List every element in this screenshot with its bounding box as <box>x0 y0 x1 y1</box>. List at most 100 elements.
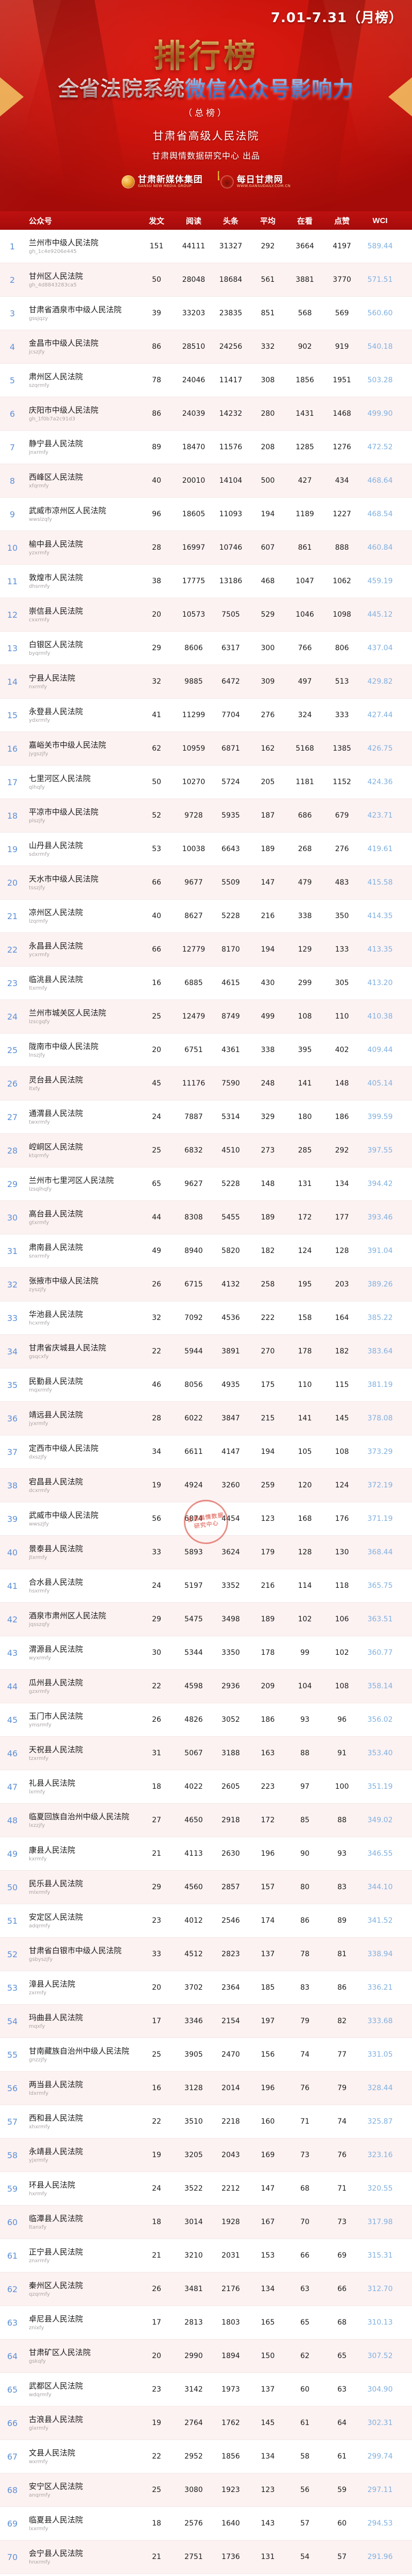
row-top: 2857 <box>221 1883 240 1891</box>
row-rank: 64 <box>7 2351 18 2361</box>
row-account-name: 灵台县人民法院 <box>29 1075 83 1084</box>
row-top: 7505 <box>221 611 240 619</box>
row-top: 3498 <box>221 1615 240 1623</box>
column-header-watching: 在看 <box>297 216 313 226</box>
row-account-name: 高台县人民法院 <box>29 1209 83 1218</box>
table-row: 22 永昌县人民法院 ycxrmfy 66 12779 8170 194 129 133 413.… <box>0 933 412 967</box>
row-posts: 49 <box>152 1247 161 1255</box>
logo-bar: 甘肃新媒体集团 GANSU NEW MEDIA GROUP 每日甘肃网 WWW.… <box>0 171 412 189</box>
row-rank: 23 <box>7 978 18 988</box>
row-rank: 25 <box>7 1045 18 1055</box>
row-account-cell: 安定区人民法院 adqrmfy <box>25 1913 138 1929</box>
table-row: 64 甘肃矿区人民法院 gskqfy 20 2990 1894 150 62 65 307.52 <box>0 2340 412 2373</box>
row-posts: 46 <box>152 1381 161 1389</box>
row-read: 6874 <box>184 1515 203 1523</box>
row-account-cell: 七里河区人民法院 qlhqfy <box>25 774 138 790</box>
row-account-name: 甘肃省酒泉市中级人民法院 <box>29 305 122 314</box>
row-account-id: hxrmfy <box>29 2191 47 2197</box>
row-posts: 25 <box>152 2486 161 2494</box>
row-likes: 130 <box>335 1548 349 1556</box>
row-watching: 54 <box>300 2553 310 2561</box>
row-likes: 59 <box>337 2486 347 2494</box>
row-account-id: ymsrmfy <box>29 1722 52 1728</box>
row-posts: 66 <box>152 945 161 954</box>
row-wci: 328.44 <box>367 2084 393 2092</box>
page-title: 全省法院系统微信公众号影响力 <box>0 72 412 102</box>
row-read: 10573 <box>182 611 205 619</box>
table-row: 11 敦煌市人民法院 dhsrmfy 38 17775 13186 468 1047 1062 4… <box>0 565 412 598</box>
row-account-name: 古浪县人民法院 <box>29 2415 83 2424</box>
row-account-id: gtxrmfy <box>29 1219 49 1226</box>
row-wci: 427.44 <box>367 711 393 719</box>
row-average: 169 <box>261 2151 275 2159</box>
row-rank: 56 <box>7 2083 18 2093</box>
row-account-id: gnzzjfy <box>29 2057 47 2063</box>
row-read: 4560 <box>184 1883 203 1891</box>
row-wci: 323.16 <box>367 2151 393 2159</box>
table-row: 12 崇信县人民法院 cxxrmfy 20 10573 7505 529 1046 1098 44… <box>0 598 412 632</box>
row-read: 3080 <box>184 2486 203 2494</box>
row-account-cell: 白银区人民法院 byqrmfy <box>25 640 138 656</box>
row-top: 4147 <box>221 1448 240 1456</box>
row-account-id: mqxfy <box>29 2023 45 2029</box>
row-watching: 76 <box>300 2084 310 2092</box>
table-row: 51 安定区人民法院 adqrmfy 23 4012 2546 174 86 89 341.52 <box>0 1904 412 1938</box>
row-watching: 766 <box>298 644 312 652</box>
gold-corner-right-icon <box>388 77 412 116</box>
row-watching: 268 <box>298 845 312 853</box>
row-read: 28048 <box>182 276 205 284</box>
row-rank: 9 <box>9 509 15 519</box>
row-posts: 23 <box>152 2385 161 2394</box>
row-account-name: 秦州区人民法院 <box>29 2281 83 2290</box>
row-wci: 360.77 <box>367 1649 393 1657</box>
row-likes: 569 <box>335 309 349 317</box>
row-rank: 32 <box>7 1279 18 1290</box>
table-row: 29 兰州市七里河区人民法院 lzsqlhqfy 65 9627 5228 148 131 13… <box>0 1167 412 1201</box>
row-likes: 513 <box>335 677 349 686</box>
row-posts: 24 <box>152 1582 161 1590</box>
row-rank: 60 <box>7 2217 18 2227</box>
row-posts: 19 <box>152 1481 161 1489</box>
table-row: 16 嘉峪关市中级人民法院 jygszjfy 62 10959 6871 162 5168 13… <box>0 732 412 766</box>
row-watching: 70 <box>300 2218 310 2226</box>
row-top: 2212 <box>221 2184 240 2193</box>
row-account-name: 民勤县人民法院 <box>29 1377 83 1386</box>
row-read: 9627 <box>184 1180 203 1188</box>
row-wci: 460.84 <box>367 544 393 552</box>
row-average: 189 <box>261 1615 275 1623</box>
row-read: 6832 <box>184 1146 203 1155</box>
row-account-cell: 甘肃省白银市中级人民法院 gsbyszjfy <box>25 1946 138 1962</box>
row-likes: 919 <box>335 343 349 351</box>
row-rank: 17 <box>7 777 18 787</box>
row-account-name: 定西市中级人民法院 <box>29 1444 99 1453</box>
row-average: 150 <box>261 2352 275 2360</box>
row-top: 2605 <box>221 1783 240 1791</box>
table-row: 14 宁县人民法院 nxrmfy 32 9885 6472 309 497 513 429.82 <box>0 665 412 699</box>
row-account-cell: 山丹县人民法院 sdxrmfy <box>25 841 138 857</box>
row-posts: 24 <box>152 1113 161 1121</box>
row-average: 561 <box>261 276 275 284</box>
row-top: 4132 <box>221 1280 240 1289</box>
row-rank: 61 <box>7 2250 18 2261</box>
row-read: 7092 <box>184 1314 203 1322</box>
row-average: 468 <box>261 577 275 585</box>
row-account-cell: 合水县人民法院 hsxrmfy <box>25 1578 138 1594</box>
row-average: 137 <box>261 2385 275 2394</box>
row-likes: 61 <box>337 2452 347 2461</box>
row-wci: 399.59 <box>367 1113 393 1121</box>
row-read: 3905 <box>184 2050 203 2059</box>
row-account-name: 环县人民法院 <box>29 2180 76 2190</box>
ranking-table-body: 甘肃舆情数据研究中心 1 兰州市中级人民法院 gh_1c4e9206e445 151 4… <box>0 230 412 2576</box>
column-header-account: 公众号 <box>29 216 53 226</box>
table-row: 38 宕昌县人民法院 dcxrmfy 19 4924 3260 259 120 124 372.1… <box>0 1469 412 1502</box>
row-posts: 25 <box>152 2050 161 2059</box>
row-account-id: ltanxfy <box>29 2224 47 2230</box>
row-account-cell: 漳县人民法院 zxrmfy <box>25 1980 138 1996</box>
row-account-cell: 兰州市中级人民法院 gh_1c4e9206e445 <box>25 239 138 255</box>
row-account-name: 永登县人民法院 <box>29 707 83 716</box>
row-likes: 276 <box>335 845 349 853</box>
row-rank: 2 <box>9 275 15 285</box>
row-rank: 34 <box>7 1346 18 1357</box>
row-account-id: wxrmfy <box>29 2459 48 2465</box>
row-account-name: 宕昌县人民法院 <box>29 1477 83 1486</box>
